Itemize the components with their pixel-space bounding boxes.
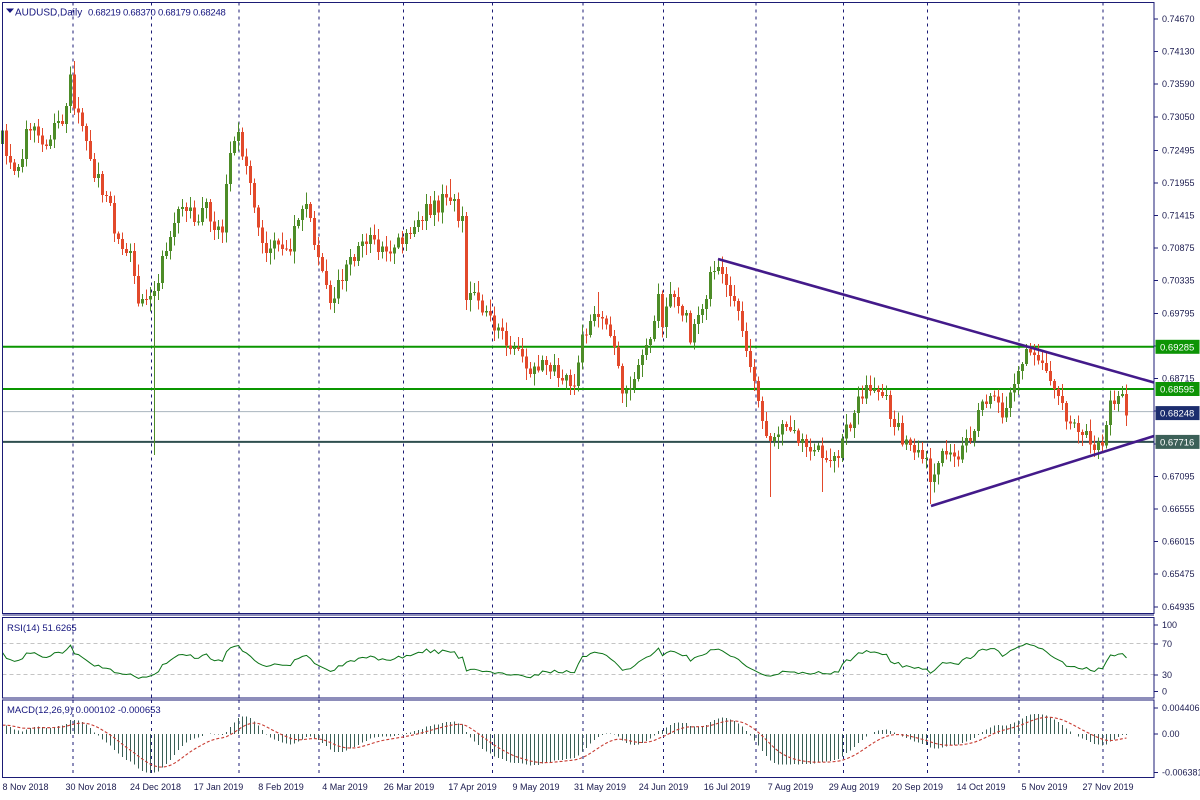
svg-text:4 Mar 2019: 4 Mar 2019 [322,782,368,792]
svg-text:0.73050: 0.73050 [1162,112,1195,122]
svg-text:0.73590: 0.73590 [1162,79,1195,89]
svg-text:27 Nov 2019: 27 Nov 2019 [1082,782,1133,792]
svg-text:-0.006381: -0.006381 [1162,767,1200,777]
svg-text:17 Jan 2019: 17 Jan 2019 [194,782,244,792]
svg-text:20 Sep 2019: 20 Sep 2019 [892,782,943,792]
svg-text:0.68219 0.68370 0.68179 0.6824: 0.68219 0.68370 0.68179 0.68248 [88,8,226,19]
svg-text:0.69285: 0.69285 [1160,342,1194,353]
svg-text:24 Dec 2018: 24 Dec 2018 [130,782,181,792]
svg-text:0.66015: 0.66015 [1162,537,1195,547]
svg-text:8 Feb 2019: 8 Feb 2019 [258,782,304,792]
svg-text:8 Nov 2018: 8 Nov 2018 [2,782,48,792]
svg-text:0.74130: 0.74130 [1162,47,1195,57]
svg-text:31 May 2019: 31 May 2019 [574,782,626,792]
svg-text:0.74670: 0.74670 [1162,14,1195,24]
svg-text:0.68595: 0.68595 [1160,385,1194,396]
svg-text:MACD(12,26,9) 0.000102 -0.0006: MACD(12,26,9) 0.000102 -0.000653 [7,705,161,716]
svg-text:RSI(14) 51.6265: RSI(14) 51.6265 [7,623,77,634]
svg-text:30: 30 [1162,670,1172,680]
svg-text:7 Aug 2019: 7 Aug 2019 [768,782,814,792]
svg-text:0.72495: 0.72495 [1162,145,1195,155]
svg-text:0.71955: 0.71955 [1162,178,1195,188]
svg-text:30 Nov 2018: 30 Nov 2018 [65,782,116,792]
svg-text:5 Nov 2019: 5 Nov 2019 [1021,782,1067,792]
svg-text:0.69795: 0.69795 [1162,308,1195,318]
svg-text:0.00: 0.00 [1162,729,1180,739]
svg-text:0.70335: 0.70335 [1162,276,1195,286]
svg-text:0.67716: 0.67716 [1160,437,1194,448]
svg-text:70: 70 [1162,639,1172,649]
svg-text:0.66555: 0.66555 [1162,504,1195,514]
svg-text:0.68715: 0.68715 [1162,374,1195,384]
svg-text:0.004406: 0.004406 [1162,703,1200,713]
svg-text:29 Aug 2019: 29 Aug 2019 [829,782,880,792]
svg-text:0.70875: 0.70875 [1162,243,1195,253]
svg-text:17 Apr 2019: 17 Apr 2019 [448,782,497,792]
svg-text:16 Jul 2019: 16 Jul 2019 [704,782,751,792]
svg-text:14 Oct 2019: 14 Oct 2019 [956,782,1005,792]
svg-text:0: 0 [1162,687,1167,697]
svg-text:9 May 2019: 9 May 2019 [512,782,559,792]
svg-text:AUDUSD,Daily: AUDUSD,Daily [15,8,82,19]
svg-text:0.64935: 0.64935 [1162,602,1195,612]
svg-text:0.67095: 0.67095 [1162,471,1195,481]
svg-text:100: 100 [1162,620,1177,630]
svg-text:0.71415: 0.71415 [1162,211,1195,221]
svg-text:0.68248: 0.68248 [1160,409,1194,420]
svg-text:26 Mar 2019: 26 Mar 2019 [384,782,435,792]
svg-text:0.65475: 0.65475 [1162,569,1195,579]
svg-text:24 Jun 2019: 24 Jun 2019 [639,782,689,792]
